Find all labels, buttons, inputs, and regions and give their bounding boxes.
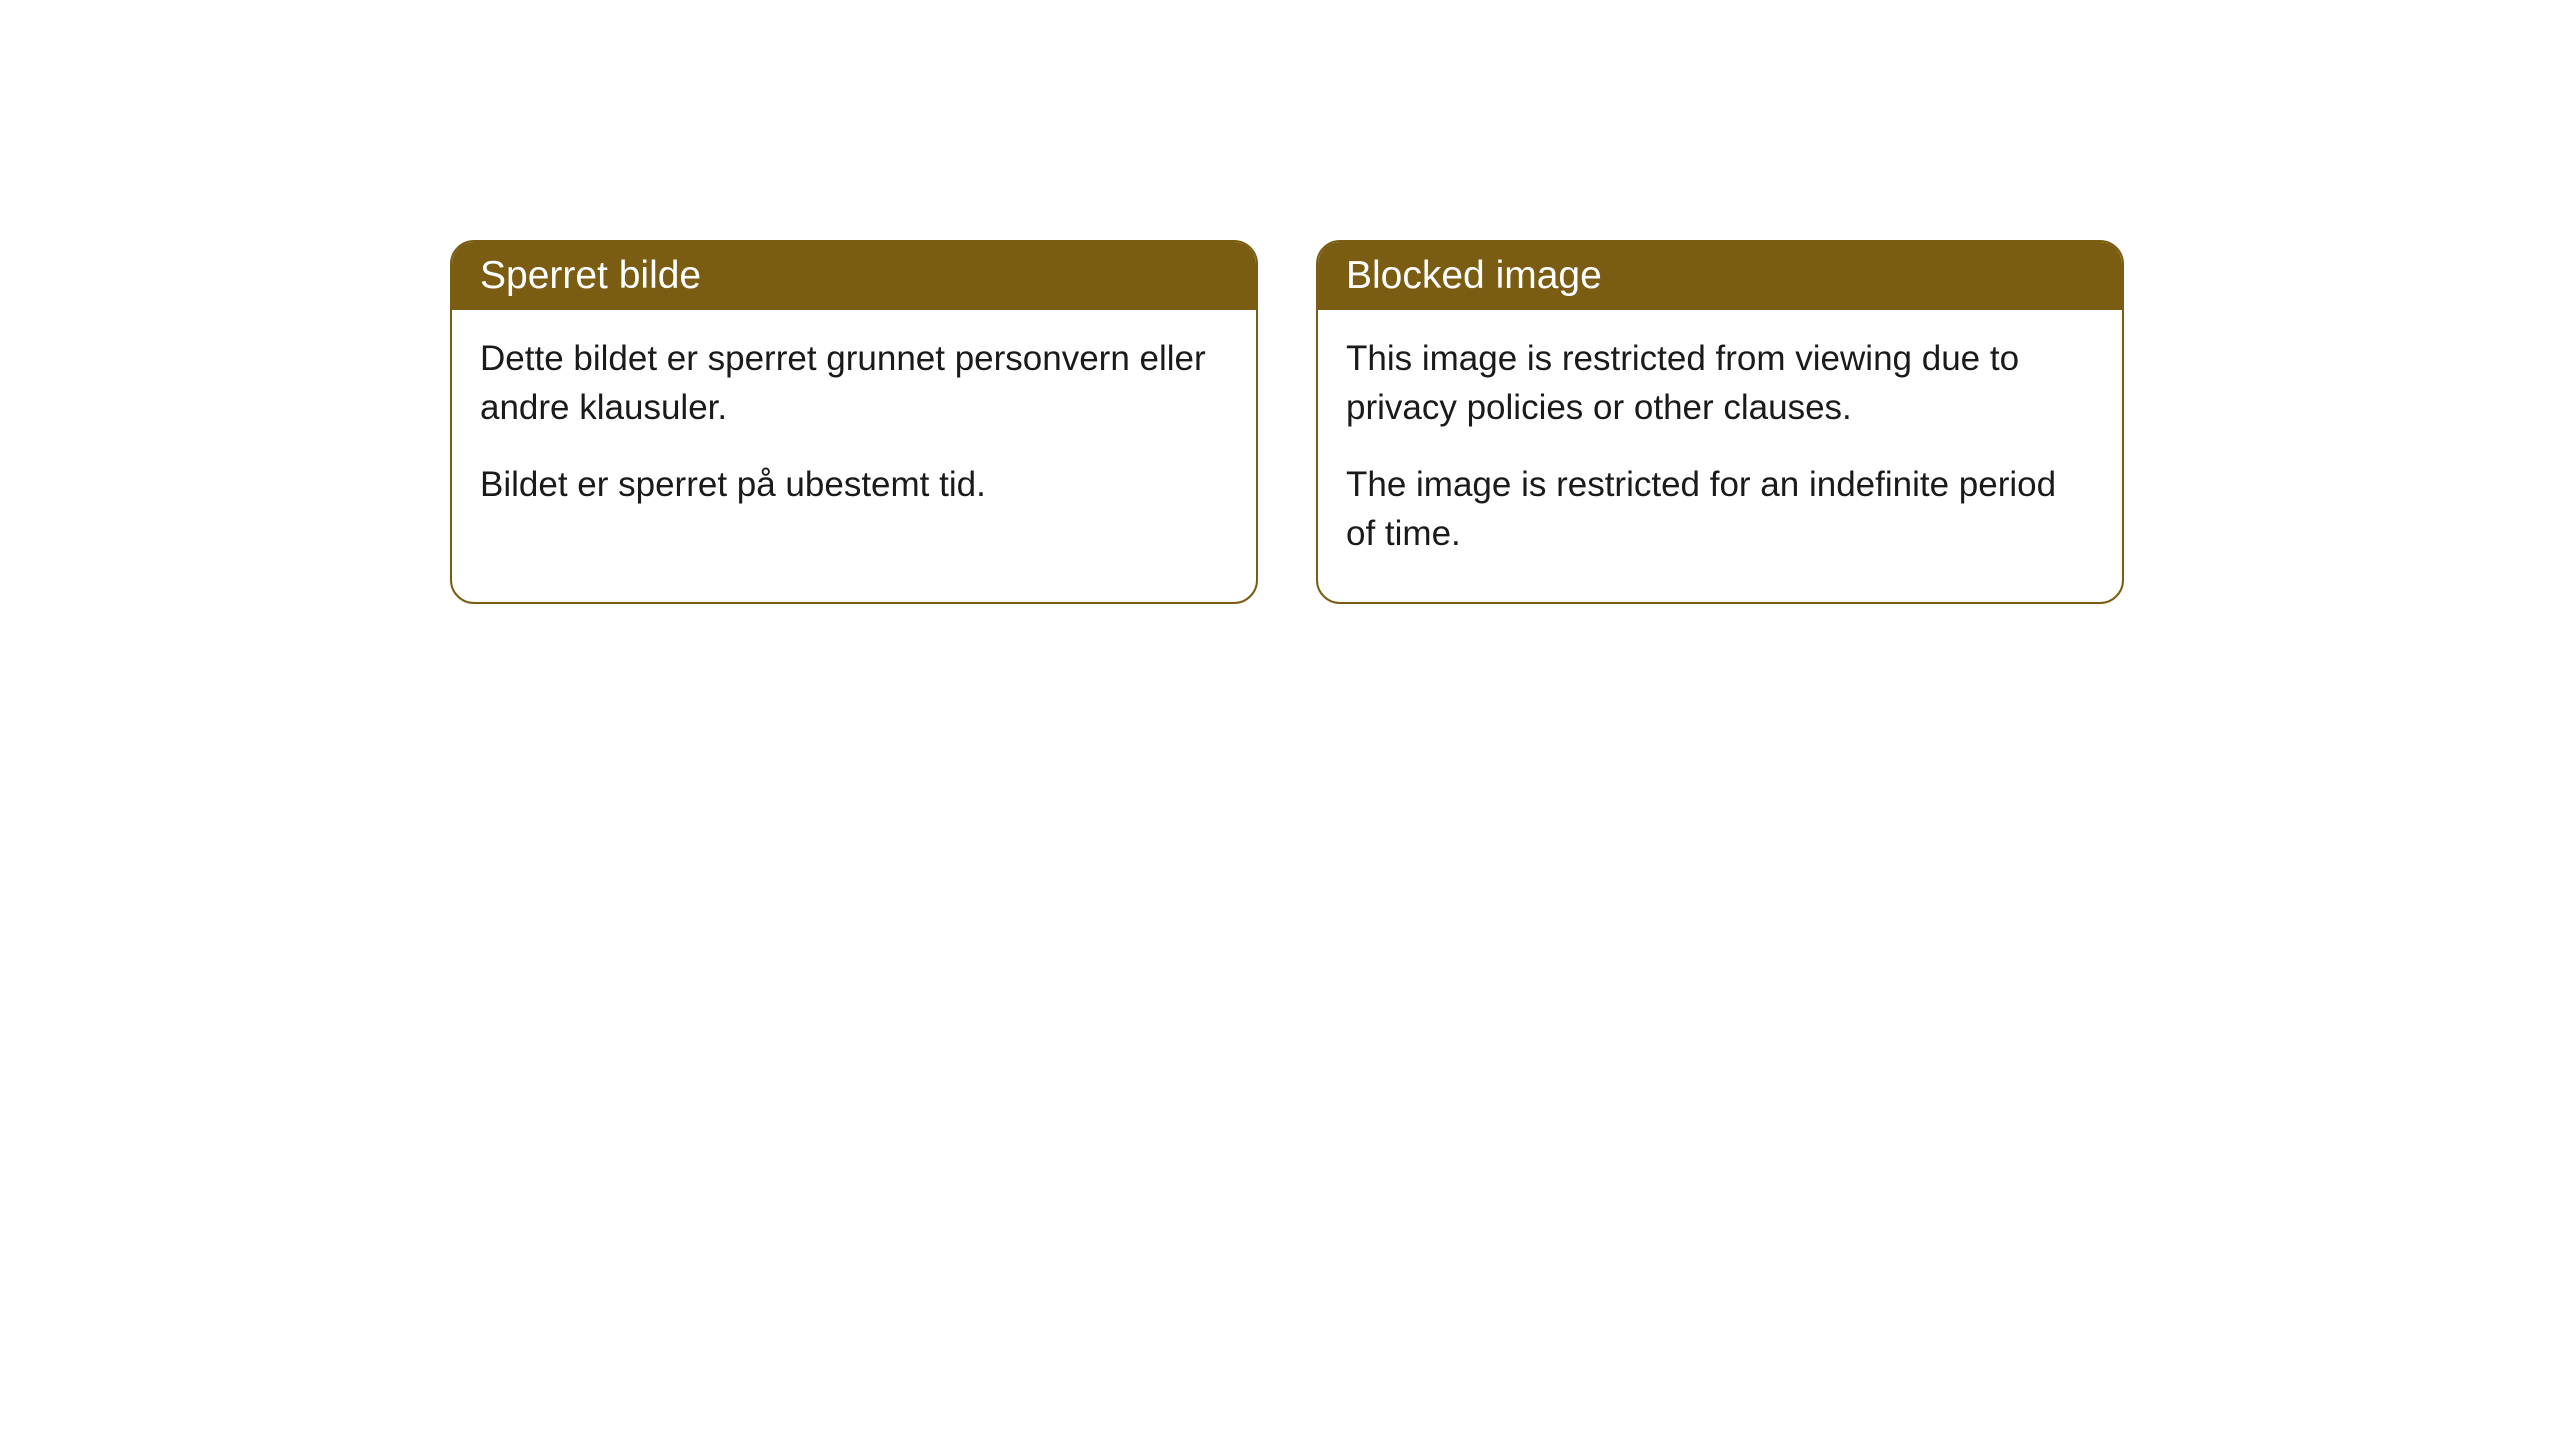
- notice-container: Sperret bilde Dette bildet er sperret gr…: [450, 240, 2124, 604]
- card-body-english: This image is restricted from viewing du…: [1318, 310, 2122, 602]
- card-paragraph: This image is restricted from viewing du…: [1346, 334, 2094, 432]
- card-title-norwegian: Sperret bilde: [452, 242, 1256, 310]
- card-body-norwegian: Dette bildet er sperret grunnet personve…: [452, 310, 1256, 553]
- card-title-english: Blocked image: [1318, 242, 2122, 310]
- card-paragraph: The image is restricted for an indefinit…: [1346, 460, 2094, 558]
- card-paragraph: Dette bildet er sperret grunnet personve…: [480, 334, 1228, 432]
- card-paragraph: Bildet er sperret på ubestemt tid.: [480, 460, 1228, 509]
- card-norwegian: Sperret bilde Dette bildet er sperret gr…: [450, 240, 1258, 604]
- card-english: Blocked image This image is restricted f…: [1316, 240, 2124, 604]
